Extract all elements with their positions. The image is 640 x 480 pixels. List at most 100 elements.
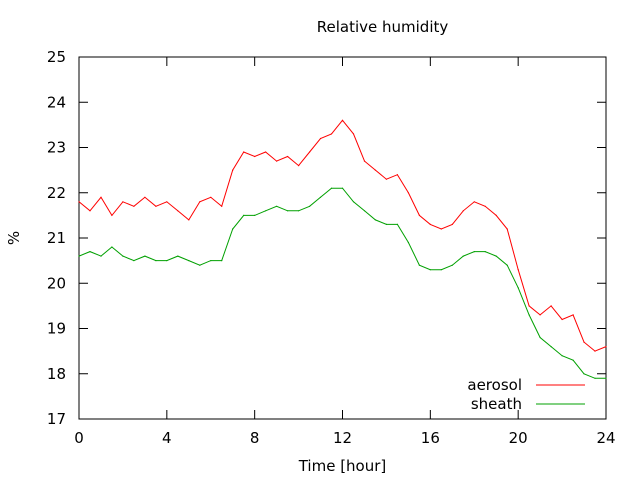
- data-point-sheath: [199, 264, 201, 266]
- data-point-aerosol: [528, 305, 530, 307]
- data-point-aerosol: [232, 169, 234, 171]
- data-point-sheath: [265, 210, 267, 212]
- data-point-sheath: [341, 187, 344, 189]
- y-tick-label: 20: [47, 274, 66, 292]
- data-point-aerosol: [100, 196, 102, 198]
- data-point-aerosol: [451, 223, 453, 225]
- data-point-sheath: [473, 251, 475, 253]
- data-point-sheath: [100, 255, 102, 257]
- data-point-sheath: [594, 377, 596, 379]
- y-tick-label: 24: [47, 93, 66, 111]
- data-point-sheath: [319, 196, 322, 198]
- data-point-aerosol: [418, 214, 420, 216]
- data-point-aerosol: [352, 133, 355, 135]
- data-point-aerosol: [550, 305, 552, 307]
- data-point-aerosol: [133, 205, 135, 207]
- data-point-sheath: [111, 246, 113, 248]
- data-point-sheath: [232, 228, 234, 230]
- data-point-aerosol: [254, 155, 256, 158]
- plot-border: [78, 56, 607, 420]
- data-point-sheath: [254, 214, 256, 216]
- data-point-aerosol: [396, 174, 398, 176]
- data-point-aerosol: [221, 205, 223, 207]
- x-tick-label: 12: [333, 429, 352, 447]
- x-tick-label: 8: [250, 429, 260, 447]
- data-point-sheath: [407, 241, 409, 244]
- data-point-sheath: [429, 269, 431, 271]
- data-point-aerosol: [111, 214, 113, 216]
- y-tick-label: 21: [47, 229, 66, 247]
- data-point-sheath: [155, 260, 157, 262]
- data-point-aerosol: [78, 201, 80, 203]
- data-point-aerosol: [407, 192, 409, 194]
- data-point-sheath: [287, 210, 289, 212]
- data-point-aerosol: [188, 219, 190, 221]
- data-point-aerosol: [122, 201, 124, 203]
- data-point-sheath: [517, 287, 519, 289]
- data-point-sheath: [484, 251, 486, 253]
- data-point-aerosol: [144, 196, 146, 198]
- data-point-aerosol: [594, 350, 596, 352]
- data-point-sheath: [374, 219, 376, 221]
- y-tick-label: 18: [47, 365, 66, 383]
- data-point-sheath: [243, 214, 245, 216]
- x-tick-label: 20: [509, 429, 528, 447]
- data-point-sheath: [495, 255, 497, 257]
- data-point-aerosol: [517, 269, 519, 271]
- data-point-sheath: [583, 373, 585, 375]
- data-point-aerosol: [330, 133, 333, 135]
- data-point-sheath: [528, 314, 530, 316]
- data-point-aerosol: [385, 178, 387, 180]
- data-point-aerosol: [287, 155, 289, 158]
- data-point-aerosol: [298, 165, 300, 167]
- data-point-sheath: [122, 255, 124, 257]
- data-point-sheath: [89, 251, 91, 253]
- data-point-sheath: [221, 260, 223, 262]
- data-point-aerosol: [166, 201, 168, 203]
- data-point-aerosol: [495, 214, 497, 216]
- y-tick-label: 19: [47, 320, 66, 338]
- data-point-aerosol: [265, 151, 267, 153]
- data-point-sheath: [166, 260, 168, 262]
- data-point-sheath: [462, 255, 464, 257]
- data-point-sheath: [561, 355, 563, 357]
- data-point-sheath: [363, 210, 366, 212]
- data-point-aerosol: [155, 205, 157, 207]
- data-point-aerosol: [319, 137, 322, 140]
- data-point-aerosol: [374, 169, 376, 171]
- data-point-sheath: [418, 264, 420, 266]
- data-point-aerosol: [276, 160, 278, 162]
- data-point-sheath: [605, 377, 607, 379]
- data-point-sheath: [352, 201, 355, 203]
- data-point-sheath: [298, 210, 300, 212]
- data-point-sheath: [539, 336, 541, 339]
- data-point-sheath: [276, 205, 278, 207]
- data-point-aerosol: [440, 228, 442, 230]
- series-line-sheath: [78, 187, 606, 379]
- y-tick-label: 22: [47, 184, 66, 202]
- data-point-aerosol: [605, 346, 607, 348]
- data-point-sheath: [385, 223, 387, 225]
- data-point-aerosol: [177, 210, 179, 212]
- data-point-sheath: [440, 269, 442, 271]
- data-point-sheath: [133, 260, 135, 262]
- data-point-sheath: [144, 255, 146, 257]
- data-point-aerosol: [572, 314, 574, 316]
- data-point-sheath: [506, 264, 508, 266]
- data-point-aerosol: [539, 314, 541, 316]
- legend-label-sheath: sheath: [471, 395, 522, 413]
- data-point-aerosol: [243, 151, 245, 153]
- data-point-aerosol: [506, 228, 508, 230]
- data-point-aerosol: [473, 201, 475, 203]
- x-tick-label: 0: [74, 429, 84, 447]
- y-tick-label: 23: [47, 139, 66, 157]
- data-point-aerosol: [363, 160, 366, 162]
- data-point-sheath: [550, 346, 552, 348]
- data-point-aerosol: [561, 318, 563, 321]
- data-point-sheath: [330, 187, 333, 189]
- y-axis-title: %: [5, 231, 23, 245]
- x-tick-label: 24: [596, 429, 615, 447]
- x-tick-label: 16: [421, 429, 440, 447]
- data-point-aerosol: [199, 201, 201, 203]
